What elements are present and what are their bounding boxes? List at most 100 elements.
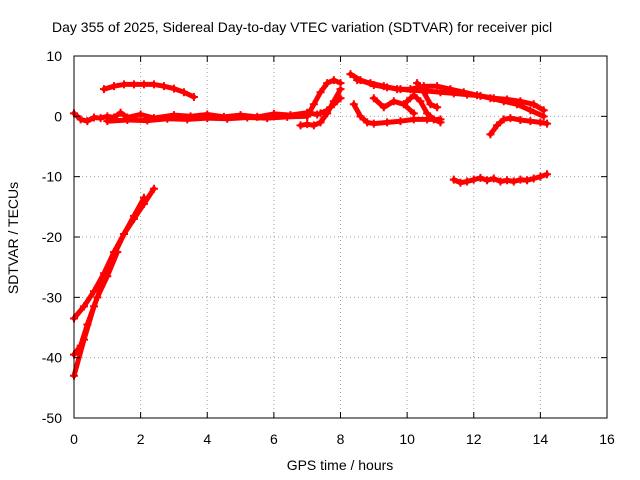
data-point [349, 100, 358, 109]
data-point [129, 211, 138, 220]
data-point [189, 93, 198, 102]
trace-steep-3 [70, 248, 122, 359]
data-point [143, 116, 152, 125]
data-point [523, 176, 532, 185]
data-point [123, 115, 132, 124]
data-point [423, 109, 432, 118]
data-point [459, 88, 468, 97]
data-point [396, 117, 405, 126]
data-point [419, 88, 428, 97]
data-point [503, 176, 512, 185]
data-point [499, 97, 508, 106]
data-point [223, 114, 232, 123]
x-tick-label: 16 [599, 431, 615, 447]
y-tick-label: -20 [42, 229, 62, 245]
data-point [529, 100, 538, 109]
data-point [109, 82, 118, 91]
trace-late-dip [486, 114, 552, 139]
data-point [536, 118, 545, 127]
data-series [70, 70, 552, 380]
data-point [316, 88, 325, 97]
data-point [119, 80, 128, 89]
trace-eve-mid [353, 76, 548, 121]
data-point [323, 79, 332, 88]
data-point [379, 103, 388, 112]
data-point [436, 88, 445, 97]
data-point [103, 272, 112, 281]
data-point [263, 114, 272, 123]
data-point [296, 121, 305, 130]
data-point [353, 76, 362, 85]
data-point [336, 79, 345, 88]
axis-ticks: 0 2 4 6 8 10 12 14 16 10 0 -10 -20 -30 -40 -50 [42, 48, 615, 447]
data-point [536, 172, 545, 181]
data-point [183, 115, 192, 124]
data-point [336, 94, 345, 103]
data-point [309, 100, 318, 109]
x-tick-label: 10 [399, 431, 415, 447]
x-tick-label: 6 [270, 431, 278, 447]
data-point [76, 341, 85, 350]
data-point [406, 85, 415, 94]
data-point [476, 173, 485, 182]
trace-steep-2 [70, 193, 148, 380]
data-point [136, 110, 145, 119]
trace-steep-3-line [71, 249, 120, 358]
data-point [543, 170, 552, 179]
data-point [489, 174, 498, 183]
x-tick-label: 12 [466, 431, 482, 447]
trace-upper-arc [99, 80, 198, 102]
data-point [473, 91, 482, 100]
data-point [446, 85, 455, 94]
data-point [283, 112, 292, 121]
data-point [426, 100, 435, 109]
data-point [76, 115, 85, 124]
data-point [169, 84, 178, 93]
data-point [329, 100, 338, 109]
data-point [413, 79, 422, 88]
data-point [433, 82, 442, 91]
data-point [316, 109, 325, 118]
data-point [379, 82, 388, 91]
data-point [323, 106, 332, 115]
y-tick-label: -40 [42, 350, 62, 366]
y-tick-label: -50 [42, 410, 62, 426]
trace-steep-2-line [71, 195, 147, 379]
data-point [429, 115, 438, 124]
data-point [139, 193, 148, 202]
y-tick-label: -30 [42, 289, 62, 305]
data-point [403, 97, 412, 106]
x-axis-label: GPS time / hours [287, 457, 394, 473]
x-tick-label: 8 [337, 431, 345, 447]
trace-eve-dip-3 [403, 91, 445, 127]
data-point [506, 114, 515, 123]
data-point [113, 248, 122, 257]
data-point [119, 229, 128, 238]
x-tick-label: 0 [70, 431, 78, 447]
data-point [436, 118, 445, 127]
data-point [93, 293, 102, 302]
data-point [433, 103, 442, 112]
data-point [486, 94, 495, 103]
x-tick-label: 2 [137, 431, 145, 447]
data-point [83, 320, 92, 329]
y-tick-label: 10 [46, 48, 62, 64]
data-point [89, 287, 98, 296]
trace-eve-dip-4 [413, 79, 442, 112]
y-axis-label: SDTVAR / TECUs [5, 182, 21, 294]
data-point [369, 94, 378, 103]
data-point [496, 177, 505, 186]
data-point [103, 117, 112, 126]
data-point [409, 109, 418, 118]
data-point [543, 119, 552, 128]
data-point [369, 119, 378, 128]
data-point [179, 88, 188, 97]
data-point [139, 80, 148, 89]
data-point [116, 108, 125, 117]
data-point [96, 114, 105, 123]
data-point [493, 121, 502, 130]
data-point [83, 117, 92, 126]
data-point [486, 130, 495, 139]
trace-neg10 [449, 170, 552, 187]
